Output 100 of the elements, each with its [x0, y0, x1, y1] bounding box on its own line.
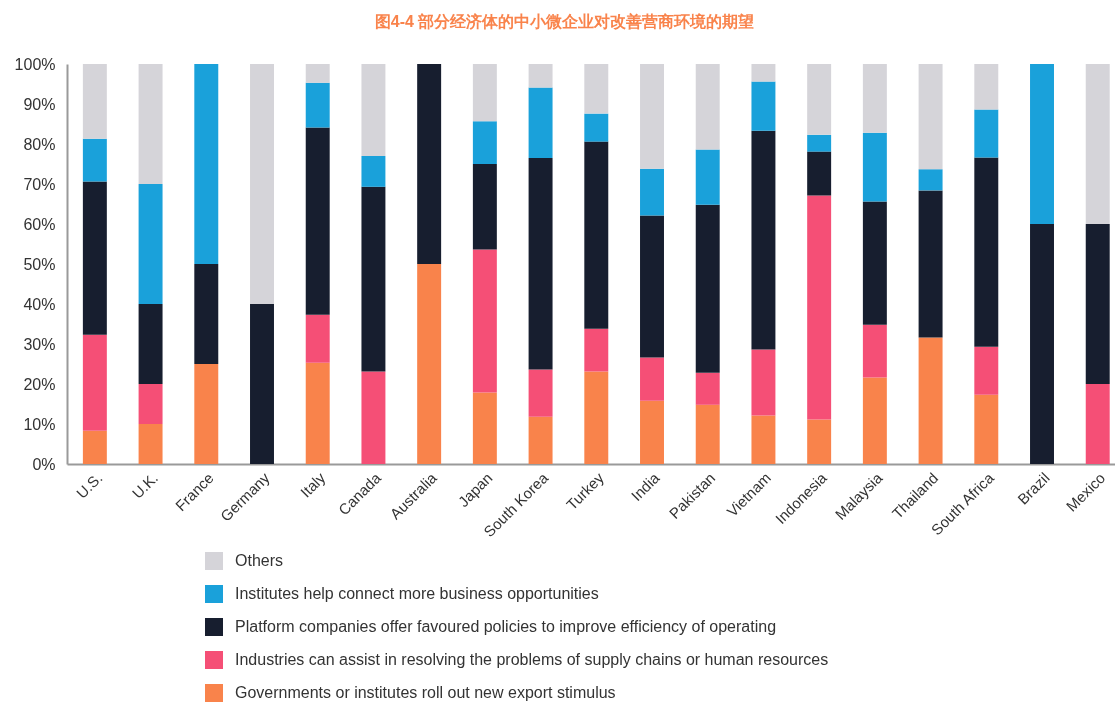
bar [640, 215, 664, 358]
y-tick-label: 70% [23, 175, 56, 193]
bar [974, 64, 999, 110]
legend-label: Institutes help connect more business opportunities [235, 585, 599, 602]
bar [472, 392, 497, 464]
bar [361, 371, 386, 464]
bar [528, 416, 553, 464]
bar [640, 357, 664, 401]
bar [194, 64, 219, 264]
bar [751, 64, 776, 82]
x-tick-label: U.S. [72, 469, 106, 502]
bar [361, 64, 386, 156]
bar [751, 349, 776, 416]
bar [584, 64, 609, 114]
bar [417, 264, 442, 464]
bar [695, 404, 720, 464]
legend-label: Governments or institutes roll out new export stimulus [235, 684, 616, 701]
bar [807, 195, 832, 420]
bar [472, 64, 497, 122]
bar [82, 430, 107, 464]
bar [807, 64, 832, 135]
bar [974, 346, 999, 395]
bar [528, 87, 553, 158]
bar [138, 424, 163, 464]
bar [305, 82, 330, 128]
bar [695, 204, 720, 373]
bar [807, 151, 832, 196]
bar [472, 121, 497, 164]
bar [584, 328, 609, 372]
bar [528, 369, 553, 417]
bar [695, 372, 720, 405]
bar [751, 415, 776, 464]
bar [862, 324, 887, 378]
bar [82, 64, 107, 139]
bar [862, 64, 887, 133]
bar [695, 149, 720, 205]
y-tick-label: 20% [23, 375, 56, 393]
bar [974, 109, 999, 158]
bar [528, 64, 553, 88]
y-tick-label: 50% [23, 255, 56, 273]
bar [82, 334, 107, 431]
legend-label: Industries can assist in resolving the problems of supply chains or human resources [235, 651, 829, 668]
bar [807, 134, 832, 152]
bar [1030, 224, 1054, 464]
legend-label: Platform companies offer favoured policies to improve efficiency of operating [235, 618, 777, 635]
bar [138, 64, 163, 184]
bar [250, 304, 274, 464]
bar [918, 337, 943, 464]
bar [194, 264, 219, 364]
bar [1030, 64, 1054, 224]
bar [974, 394, 999, 464]
bar [862, 201, 887, 325]
bar [417, 64, 442, 264]
bar [974, 157, 999, 347]
bar [640, 168, 664, 216]
bar [584, 113, 609, 142]
x-tick-label: U.K. [128, 469, 162, 502]
bar [472, 249, 497, 393]
bar [640, 400, 664, 464]
bar [305, 127, 330, 315]
y-tick-label: 10% [23, 415, 56, 433]
bar [82, 138, 107, 182]
y-tick-label: 90% [23, 95, 56, 113]
legend-label: Others [235, 552, 284, 569]
bar [138, 384, 163, 424]
bar [138, 304, 163, 384]
bar [751, 130, 776, 350]
bar [305, 64, 330, 83]
bar [138, 184, 163, 304]
bar [1085, 224, 1110, 384]
bar [250, 64, 274, 304]
bar [82, 181, 107, 335]
y-tick-label: 30% [23, 335, 56, 353]
bar [918, 169, 943, 191]
y-tick-label: 80% [23, 135, 56, 153]
bar [918, 190, 943, 338]
x-tick-label: Italy [296, 468, 329, 501]
bar [361, 186, 386, 372]
bar [194, 364, 219, 464]
bar [862, 132, 887, 202]
bar [305, 314, 330, 363]
bar [361, 156, 386, 187]
bar [1085, 64, 1110, 224]
bar [584, 141, 609, 329]
chart-title: 图4-4 部分经济体的中小微企业对改善营商环境的期望 [374, 12, 755, 30]
y-tick-label: 0% [32, 455, 56, 473]
bar [640, 64, 664, 169]
bar [472, 164, 497, 250]
y-tick-label: 60% [23, 215, 56, 233]
bar [807, 419, 832, 464]
bar [584, 371, 609, 464]
y-tick-label: 40% [23, 295, 56, 313]
bar [528, 158, 553, 370]
bar [305, 362, 330, 464]
bar [862, 377, 887, 464]
bar [751, 81, 776, 131]
y-tick-label: 100% [14, 55, 56, 73]
bar [695, 64, 720, 150]
bar [1085, 384, 1110, 464]
bar [918, 64, 943, 170]
